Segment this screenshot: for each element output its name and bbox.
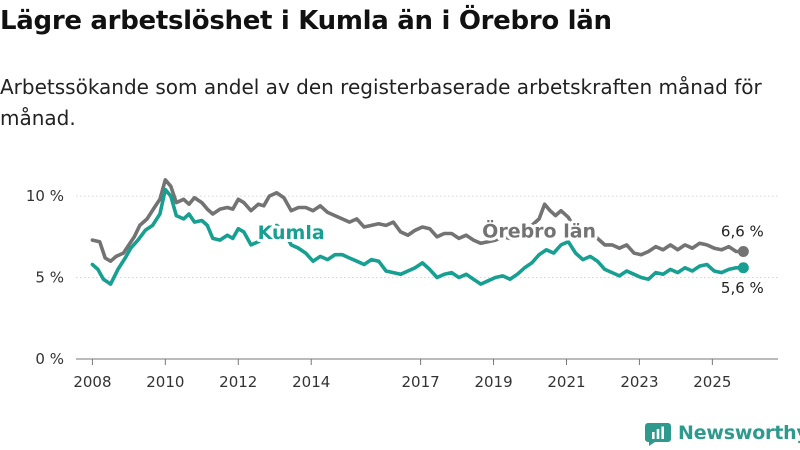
y-tick-label-10: 10 % (26, 187, 64, 205)
y-tick-label-5: 5 % (35, 269, 64, 287)
x-tick-label-2010: 2010 (146, 373, 184, 391)
end-value-label-kumla: 5,6 % (721, 279, 764, 297)
y-tick-label-0: 0 % (35, 350, 64, 368)
x-tick-label-2008: 2008 (73, 373, 111, 391)
x-tick-label-2019: 2019 (474, 373, 512, 391)
series-end-marker-kumla (737, 262, 749, 274)
x-tick-label-2014: 2014 (292, 373, 330, 391)
x-tick-label-2025: 2025 (693, 373, 731, 391)
newsworthy-logo: Newsworthy (645, 420, 800, 446)
x-tick-label-2012: 2012 (219, 373, 257, 391)
series-label-kumla: Kumla (258, 222, 325, 244)
newsworthy-brand-name: Newsworthy (678, 422, 800, 444)
x-tick-label-2023: 2023 (620, 373, 658, 391)
end-value-label--rebro-l-n: 6,6 % (721, 222, 764, 240)
series-line-kumla (90, 187, 746, 286)
x-tick-label-2017: 2017 (402, 373, 440, 391)
chart-subtitle: Arbetssökande som andel av den registerb… (0, 75, 762, 130)
x-tick-label-2021: 2021 (547, 373, 585, 391)
series-line--rebro-l-n (90, 178, 746, 263)
chart-title: Lägre arbetslöshet i Kumla än i Örebro l… (0, 6, 612, 36)
newsworthy-logo-icon (645, 423, 671, 446)
series-label--rebro-l-n: Örebro län (482, 218, 596, 242)
series-end-marker--rebro-l-n (737, 245, 749, 257)
